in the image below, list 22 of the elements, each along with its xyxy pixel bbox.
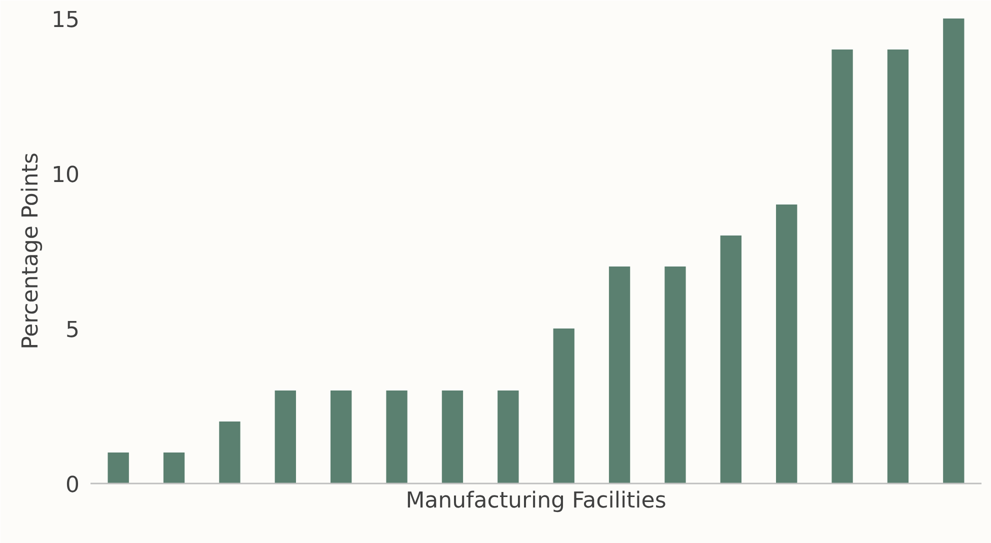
bar xyxy=(887,50,909,484)
bar xyxy=(386,390,408,484)
y-tick-label: 10 xyxy=(52,163,80,188)
x-axis-title: Manufacturing Facilities xyxy=(406,488,666,514)
y-tick-label: 15 xyxy=(52,8,80,33)
bar xyxy=(442,390,464,484)
bar xyxy=(943,18,964,484)
bar xyxy=(720,236,742,484)
bar xyxy=(553,328,574,484)
y-tick-label: 0 xyxy=(66,473,80,498)
bar xyxy=(608,266,630,484)
bar xyxy=(776,204,798,484)
bar xyxy=(498,390,519,484)
bar xyxy=(664,266,686,484)
y-axis-title: Percentage Points xyxy=(18,152,44,350)
bar xyxy=(274,390,296,484)
bar xyxy=(163,452,185,484)
bar xyxy=(330,390,352,484)
bar xyxy=(832,50,853,484)
bar xyxy=(219,422,240,484)
bar xyxy=(108,452,129,484)
y-tick-label: 5 xyxy=(66,318,80,343)
